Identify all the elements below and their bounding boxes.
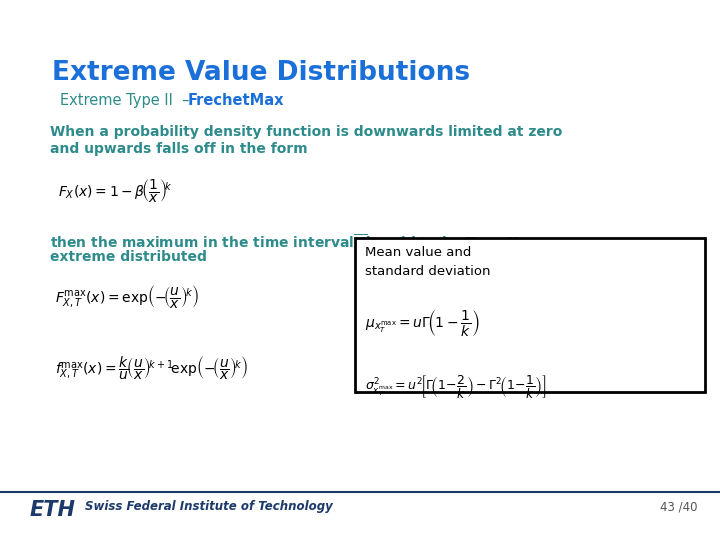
Text: $\sigma^2_{x_T^{\mathrm{max}}} = u^2\!\left[\Gamma\!\left(1\!-\!\dfrac{2}{k}\rig: $\sigma^2_{x_T^{\mathrm{max}}} = u^2\!\l… <box>365 373 547 400</box>
Text: 43 /40: 43 /40 <box>660 500 698 513</box>
Text: standard deviation: standard deviation <box>365 265 490 278</box>
Text: Extreme Type II  –: Extreme Type II – <box>60 93 189 108</box>
Text: Swiss Federal Institute of Technology: Swiss Federal Institute of Technology <box>85 500 333 513</box>
Text: $f_{X,T}^{\mathrm{max}}(x) = \dfrac{k}{u}\!\left(\dfrac{u}{x}\right)^{\!k+1}\!\e: $f_{X,T}^{\mathrm{max}}(x) = \dfrac{k}{u… <box>55 355 248 382</box>
Text: Extreme Value Distributions: Extreme Value Distributions <box>52 60 470 86</box>
Text: $F_X(x) = 1 - \beta\!\left(\dfrac{1}{x}\right)^{\!k}$: $F_X(x) = 1 - \beta\!\left(\dfrac{1}{x}\… <box>58 177 173 204</box>
Text: ETH: ETH <box>30 500 76 520</box>
Text: then the maximum in the time interval$\mathbf{\overline{N}}$is said to be Type I: then the maximum in the time interval$\m… <box>50 233 519 253</box>
Text: extreme distributed: extreme distributed <box>50 250 207 264</box>
Bar <box>355 238 705 392</box>
Text: FrechetMax: FrechetMax <box>188 93 284 108</box>
Text: and upwards falls off in the form: and upwards falls off in the form <box>50 142 307 156</box>
Text: When a probability density function is downwards limited at zero: When a probability density function is d… <box>50 125 562 139</box>
Text: Mean value and: Mean value and <box>365 246 472 259</box>
Text: $\mu_{x_T^{\mathrm{max}}} = u\Gamma\!\left(1 - \dfrac{1}{k}\right)$: $\mu_{x_T^{\mathrm{max}}} = u\Gamma\!\le… <box>365 308 480 338</box>
Text: $F_{X,T}^{\mathrm{max}}(x) = \exp\!\left(-\!\left(\dfrac{u}{x}\right)^{\!k}\righ: $F_{X,T}^{\mathrm{max}}(x) = \exp\!\left… <box>55 283 199 310</box>
